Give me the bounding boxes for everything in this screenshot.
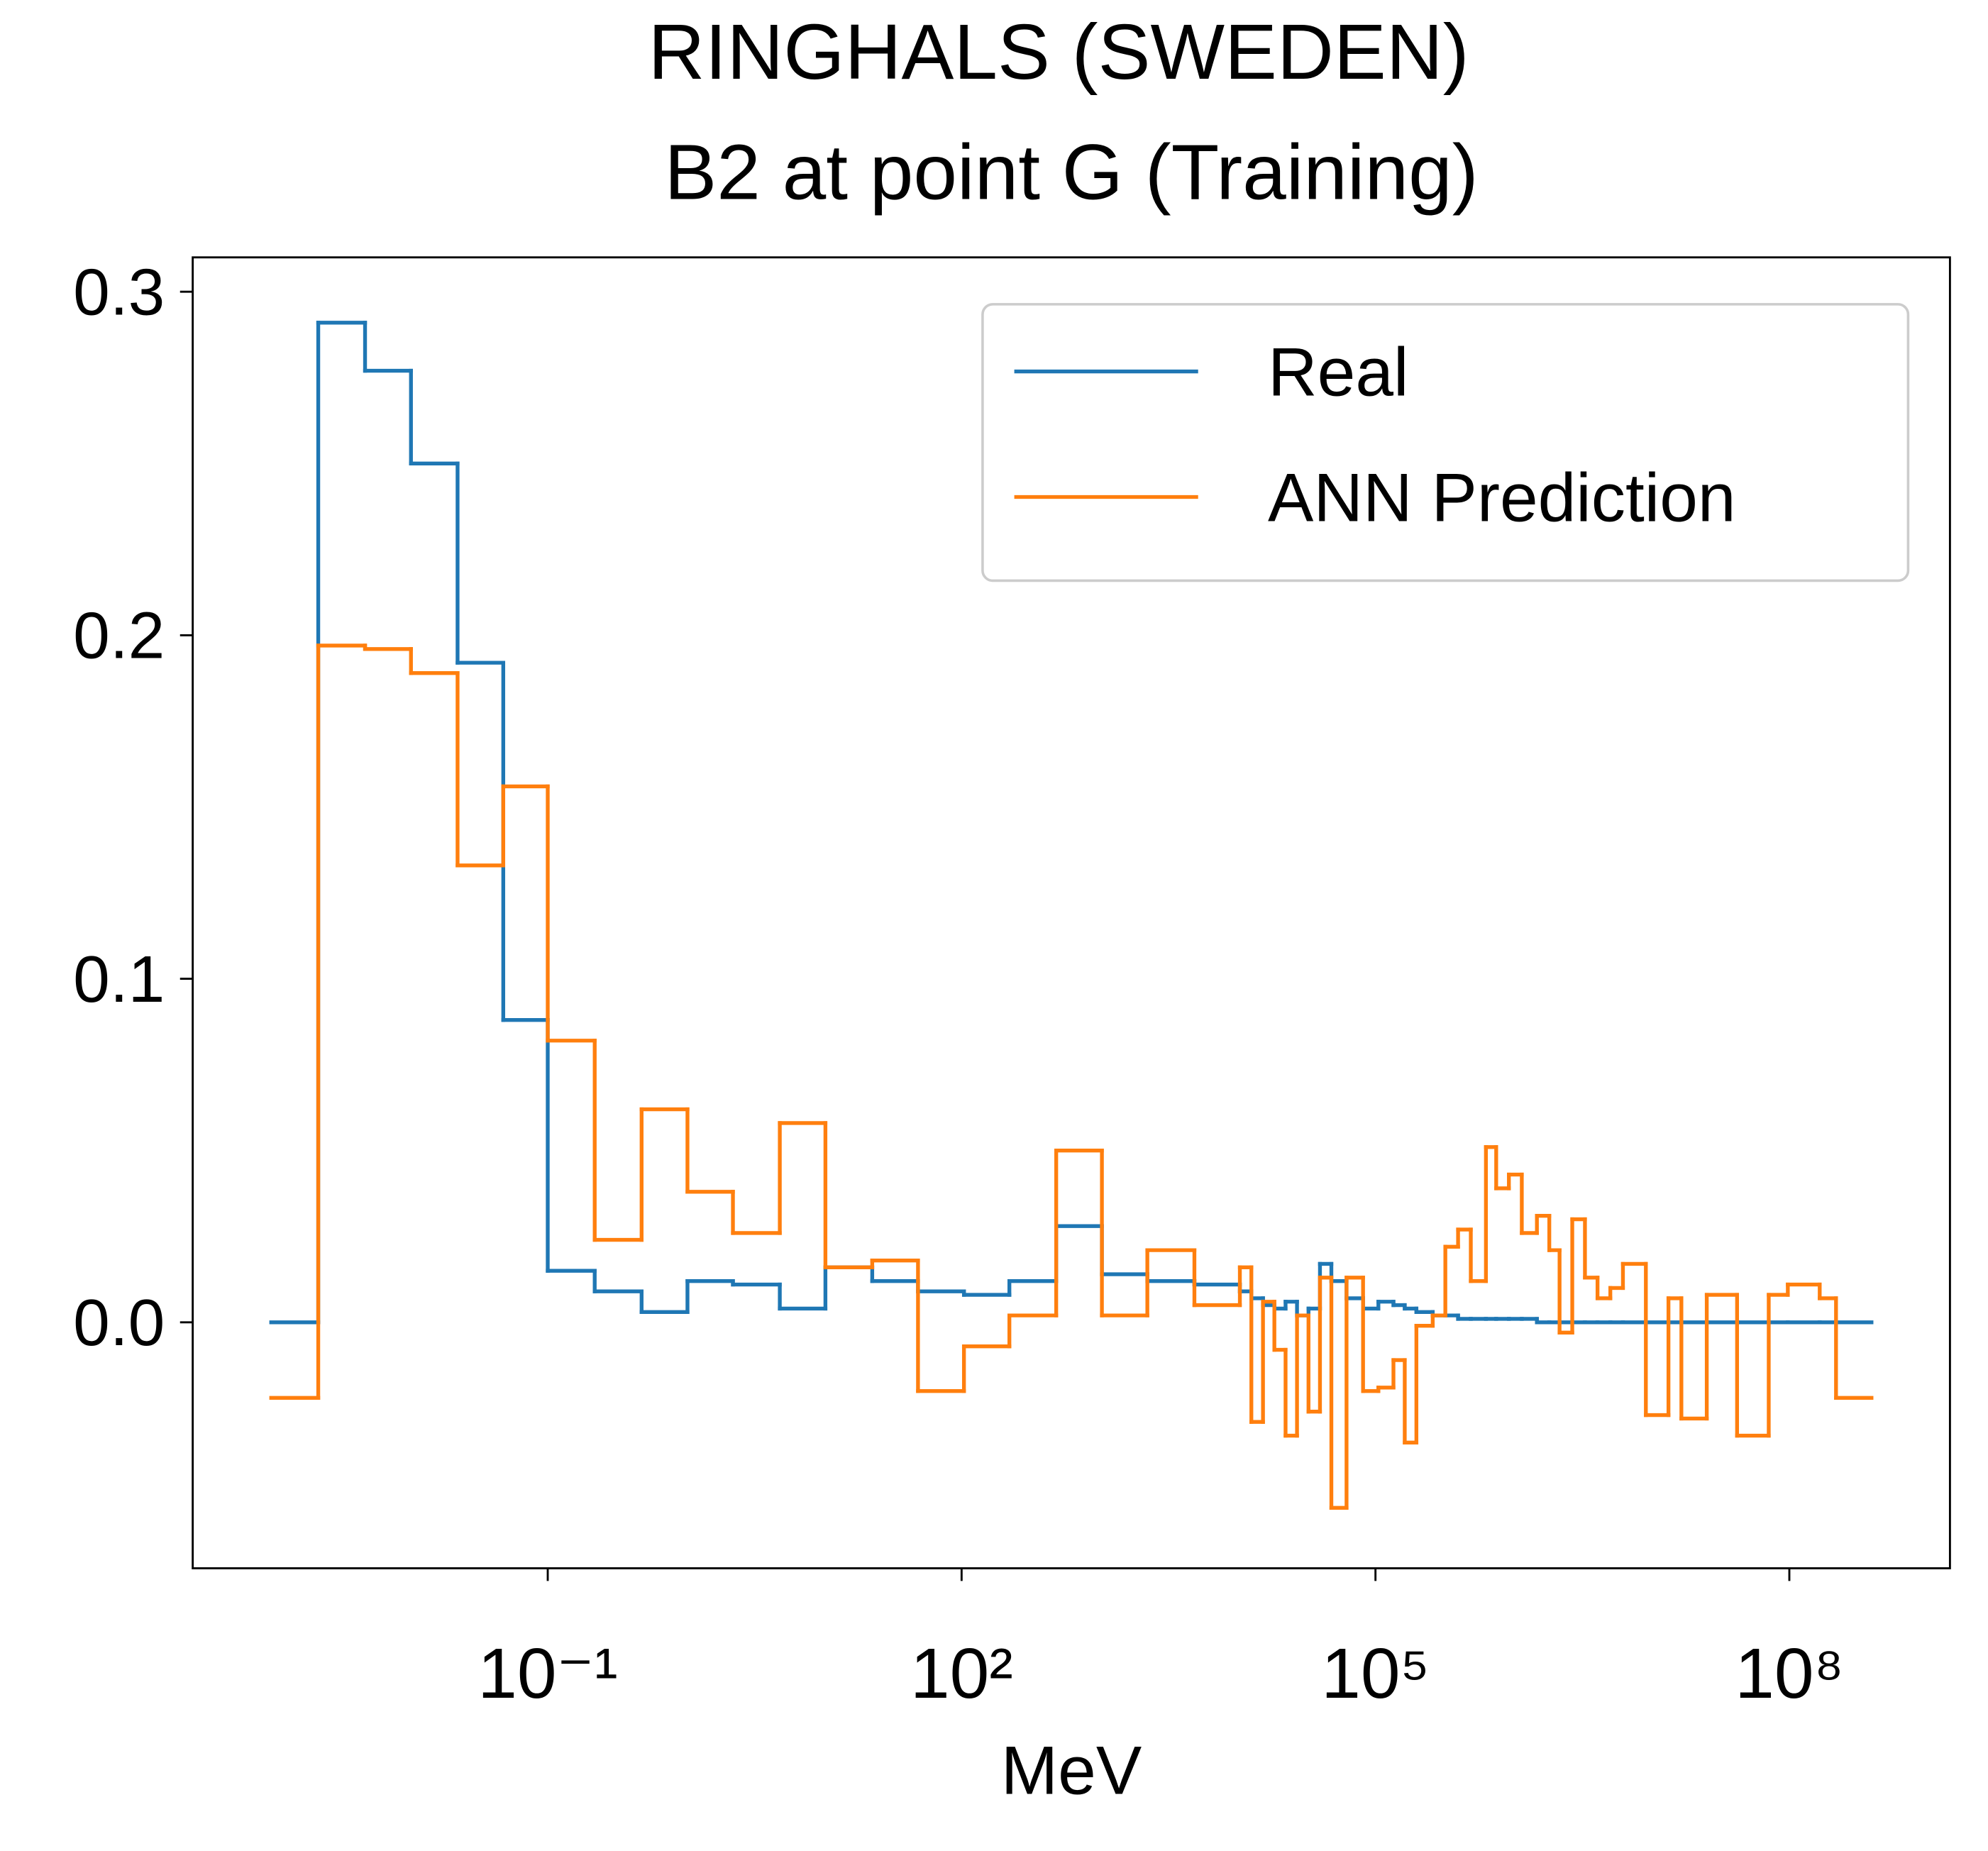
chart-subtitle: B2 at point G (Training) xyxy=(664,129,1478,216)
y-tick-label: 0.3 xyxy=(73,255,165,328)
series xyxy=(269,643,1874,1510)
plot-frame xyxy=(192,256,1951,1569)
chart-title: RINGHALS (SWEDEN) xyxy=(648,9,1469,96)
legend-label: Real xyxy=(1268,335,1408,411)
y-tick-label: 0.1 xyxy=(73,942,165,1016)
legend-label: ANN Prediction xyxy=(1268,460,1736,536)
x-tick-label: 10⁸ xyxy=(1735,1634,1844,1713)
x-axis-label: MeV xyxy=(1001,1733,1142,1809)
x-tick-label: 10² xyxy=(910,1634,1013,1713)
x-tick-label: 10⁵ xyxy=(1321,1634,1430,1713)
y-tick-label: 0.0 xyxy=(73,1286,165,1359)
x-tick-label: 10⁻¹ xyxy=(477,1634,617,1713)
y-tick-label: 0.2 xyxy=(73,599,165,673)
legend-box xyxy=(981,303,1910,582)
